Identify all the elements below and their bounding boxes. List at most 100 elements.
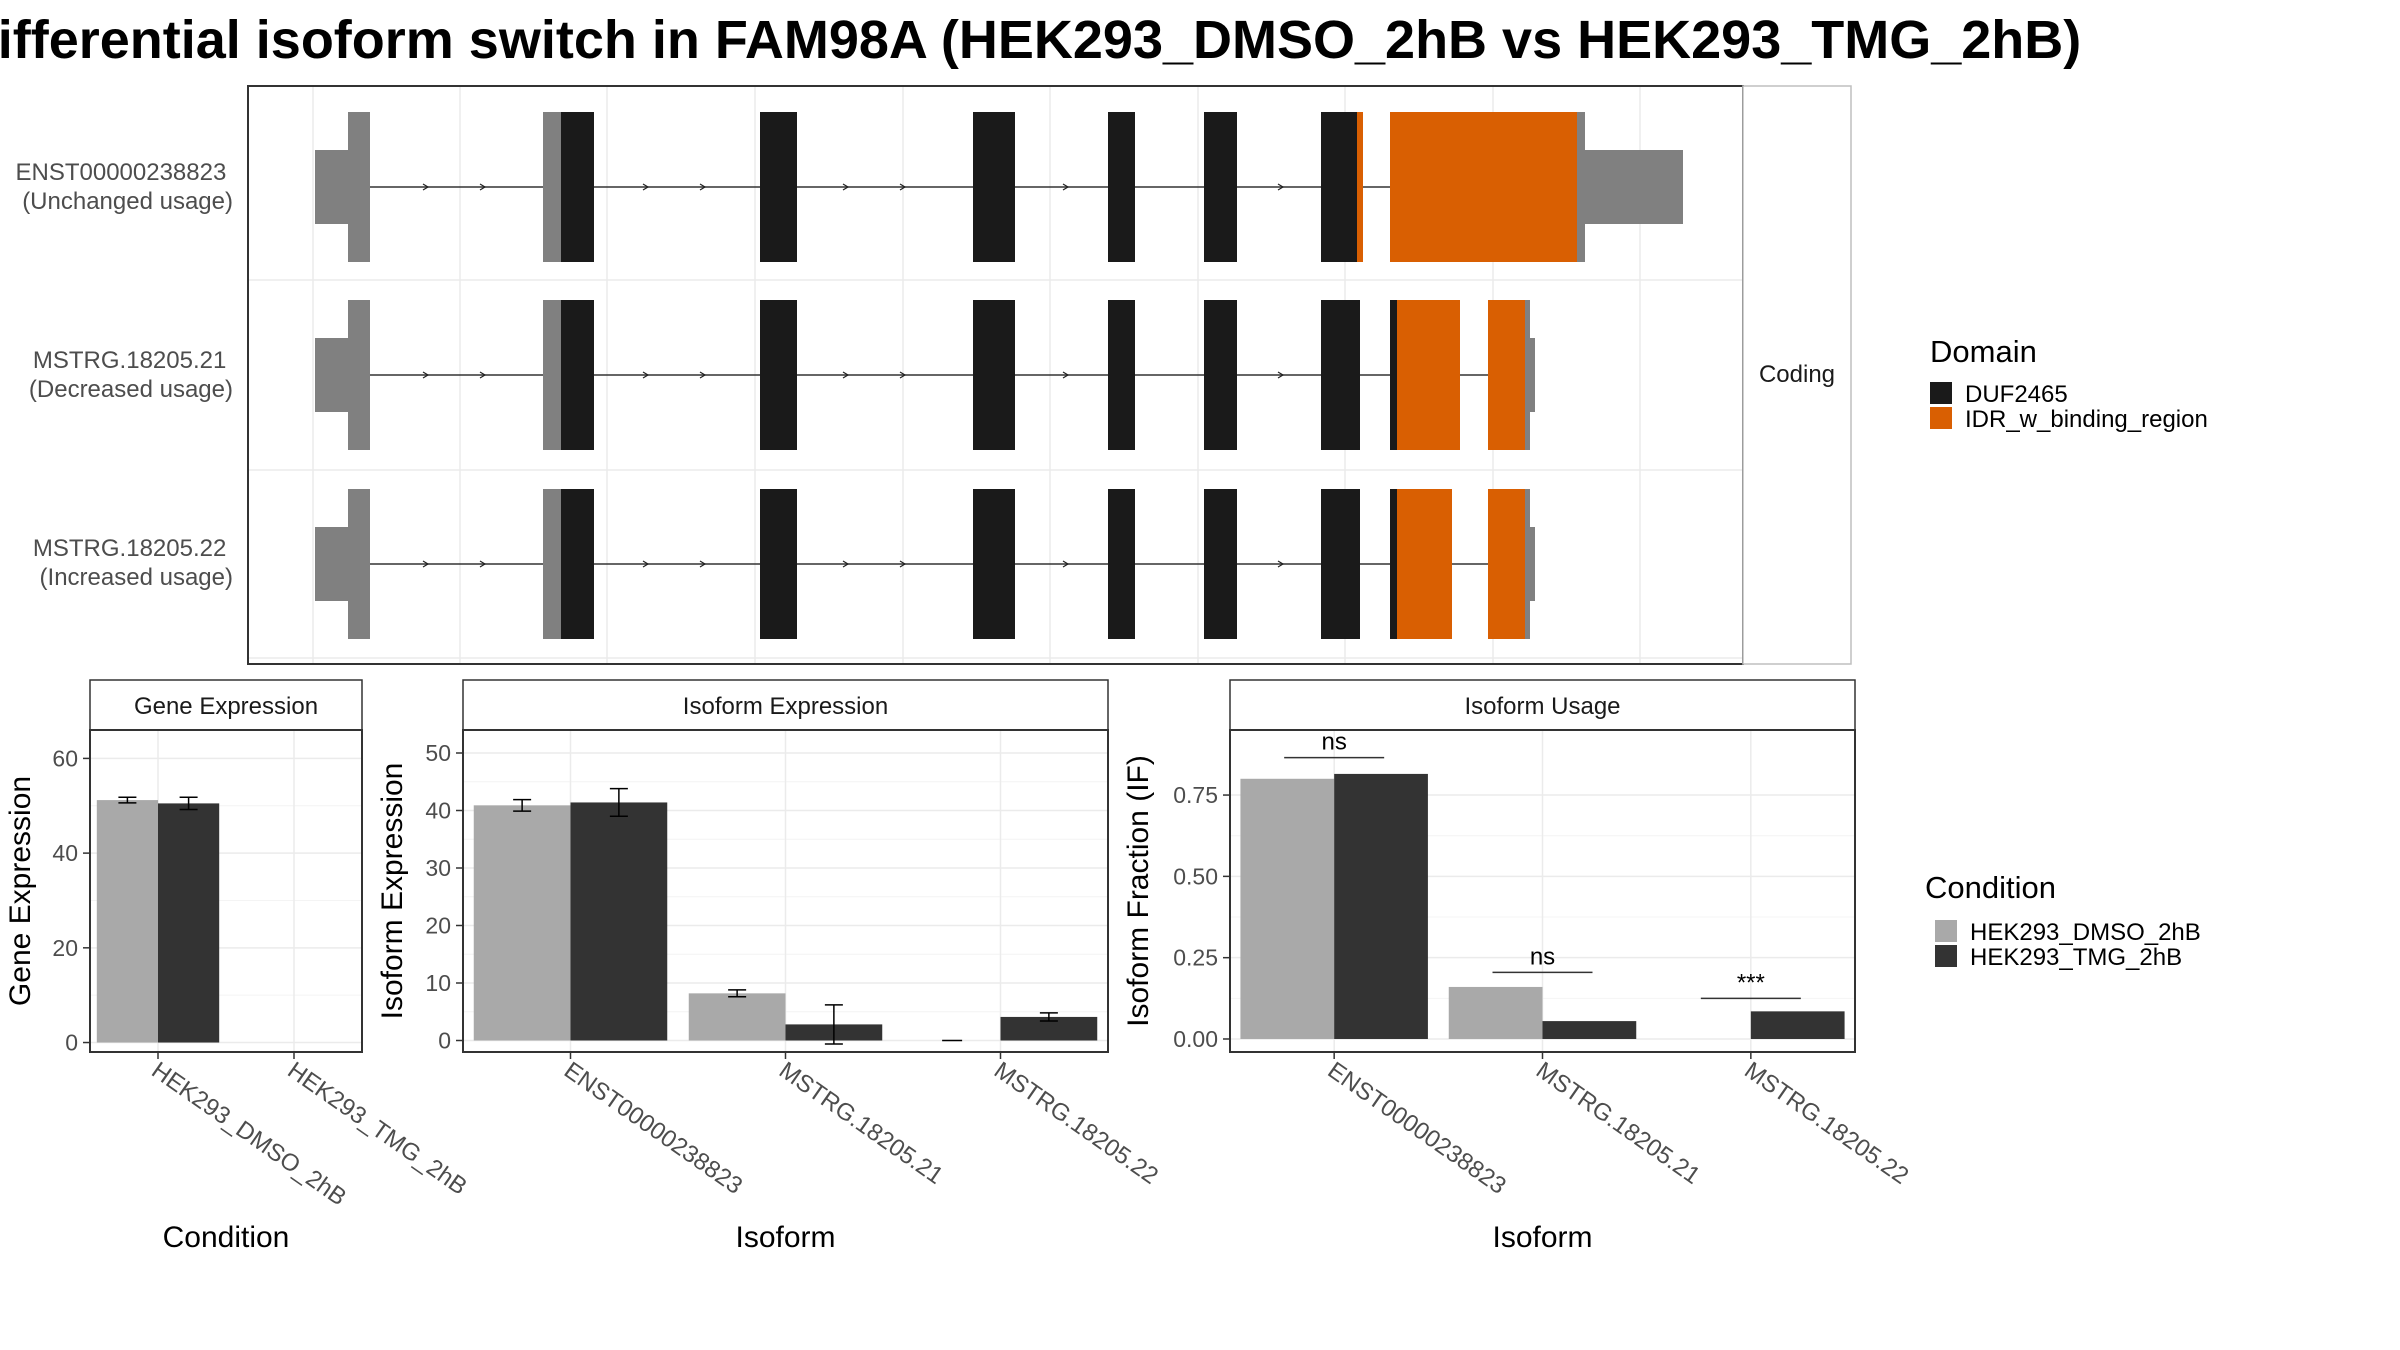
- cds-exon: [561, 112, 594, 262]
- isoform-id-2: MSTRG.18205.21: [33, 347, 226, 374]
- y-tick-label: 0.50: [1173, 863, 1218, 889]
- y-tick-label: 10: [425, 970, 451, 996]
- utr-5prime: [315, 338, 350, 412]
- x-axis-title: Isoform: [1492, 1221, 1592, 1254]
- idr-domain: [1390, 112, 1577, 262]
- intron-arrow: [422, 560, 430, 568]
- isoform-id-3: MSTRG.18205.22: [33, 535, 226, 562]
- intron-arrow: [899, 183, 907, 191]
- isoform-usage-3: (Increased usage): [40, 564, 233, 591]
- y-tick-label: 60: [52, 745, 78, 771]
- figure-title: Differential isoform switch in FAM98A (H…: [0, 10, 2081, 70]
- bar-dmso: [1240, 778, 1335, 1039]
- cds-exon: [1204, 300, 1237, 450]
- idr-domain: [1397, 489, 1452, 639]
- utr-exon: [348, 112, 370, 262]
- intron-arrow: [1062, 183, 1070, 191]
- isoform-label-3: MSTRG.18205.22 (Increased usage): [33, 535, 233, 591]
- intron-arrow: [642, 183, 650, 191]
- intron-arrow: [842, 371, 850, 379]
- intron-arrow: [699, 371, 707, 379]
- cds-exon: [1321, 489, 1360, 639]
- legend-swatch-dmso: [1935, 920, 1957, 942]
- intron-arrow: [479, 183, 487, 191]
- bar-tmg: [570, 802, 668, 1041]
- idr-domain: [1488, 489, 1525, 639]
- bar-dmso: [688, 993, 786, 1041]
- y-tick-label: 40: [425, 798, 451, 824]
- panel-strip-label: Isoform Expression: [683, 693, 888, 720]
- cds-exon: [561, 489, 594, 639]
- intron-arrow: [422, 183, 430, 191]
- y-tick-label: 50: [425, 740, 451, 766]
- y-tick-label: 0.00: [1173, 1026, 1218, 1052]
- utr-5prime: [315, 527, 350, 601]
- cds-exon: [1108, 300, 1135, 450]
- panel-strip: [462, 679, 1109, 731]
- domain-legend-title: Domain: [1930, 334, 2037, 369]
- transcript-panel: Coding ENST00000238823 (Unchanged usage)…: [15, 85, 1852, 665]
- bar-tmg: [1000, 1016, 1098, 1041]
- y-tick-label: 0: [65, 1030, 78, 1056]
- utr-exon: [543, 489, 561, 639]
- x-tick-label: ENST00000238823: [559, 1057, 747, 1200]
- panel-strip-label: Gene Expression: [134, 693, 318, 720]
- utr-3prime: [1530, 338, 1535, 412]
- utr-exon: [1525, 489, 1530, 639]
- idr-domain: [1488, 300, 1525, 450]
- panel-strip: [1229, 679, 1856, 731]
- legend-label-idr: IDR_w_binding_region: [1965, 406, 2208, 433]
- intron-arrow: [479, 371, 487, 379]
- intron-arrow: [699, 560, 707, 568]
- legend-label-dmso: HEK293_DMSO_2hB: [1970, 919, 2201, 946]
- y-tick-label: 0.75: [1173, 782, 1218, 808]
- cds-exon: [1108, 112, 1135, 262]
- cds-exon: [1204, 112, 1237, 262]
- y-tick-label: 40: [52, 840, 78, 866]
- x-axis-title: Condition: [163, 1221, 290, 1254]
- cds-exon: [973, 300, 1015, 450]
- intron-arrow: [1277, 560, 1285, 568]
- isoform-usage-1: (Unchanged usage): [22, 188, 233, 215]
- bar-dmso: [1448, 986, 1543, 1039]
- utr-exon: [543, 300, 561, 450]
- x-tick-label: MSTRG.18205.22: [989, 1057, 1163, 1190]
- utr-exon: [348, 300, 370, 450]
- cds-exon: [973, 489, 1015, 639]
- y-tick-label: 20: [425, 913, 451, 939]
- x-tick-label: ENST00000238823: [1323, 1057, 1511, 1200]
- bar-dmso: [473, 805, 571, 1041]
- cds-exon: [760, 300, 797, 450]
- intron-arrow: [479, 560, 487, 568]
- utr-5prime: [315, 150, 350, 224]
- isoform-usage-2: (Decreased usage): [29, 376, 233, 403]
- intron-arrow: [899, 560, 907, 568]
- cds-exon: [760, 112, 797, 262]
- bar-tmg: [1750, 1011, 1845, 1039]
- intron-arrow: [1277, 371, 1285, 379]
- utr-exon: [1525, 300, 1530, 450]
- panel-strip-label: Isoform Usage: [1464, 693, 1620, 720]
- cds-exon: [1321, 112, 1360, 262]
- y-tick-label: 20: [52, 935, 78, 961]
- intron-arrow: [899, 371, 907, 379]
- isoform-label-2: MSTRG.18205.21 (Decreased usage): [29, 347, 233, 403]
- legend-label-duf2465: DUF2465: [1965, 381, 2068, 408]
- utr-exon: [543, 112, 561, 262]
- isoform-usage-panel: Isoform Usage ns ns *** 0.00 0.25 0.50 0.75 ENST…: [1122, 679, 1913, 1254]
- cds-exon: [760, 489, 797, 639]
- utr-exon: [1577, 112, 1585, 262]
- cds-exon: [1321, 300, 1360, 450]
- intron-arrow: [1062, 371, 1070, 379]
- condition-legend: Condition HEK293_DMSO_2hB HEK293_TMG_2hB: [1925, 870, 2201, 971]
- x-tick-label: MSTRG.18205.21: [1531, 1057, 1705, 1190]
- intron-arrow: [1277, 183, 1285, 191]
- intron-arrow: [422, 371, 430, 379]
- plot-border: [89, 729, 363, 1053]
- intron-arrow: [642, 371, 650, 379]
- cds-exon: [973, 112, 1015, 262]
- legend-label-tmg: HEK293_TMG_2hB: [1970, 944, 2182, 971]
- x-axis-title: Isoform: [735, 1221, 835, 1254]
- bar-tmg: [1334, 773, 1428, 1039]
